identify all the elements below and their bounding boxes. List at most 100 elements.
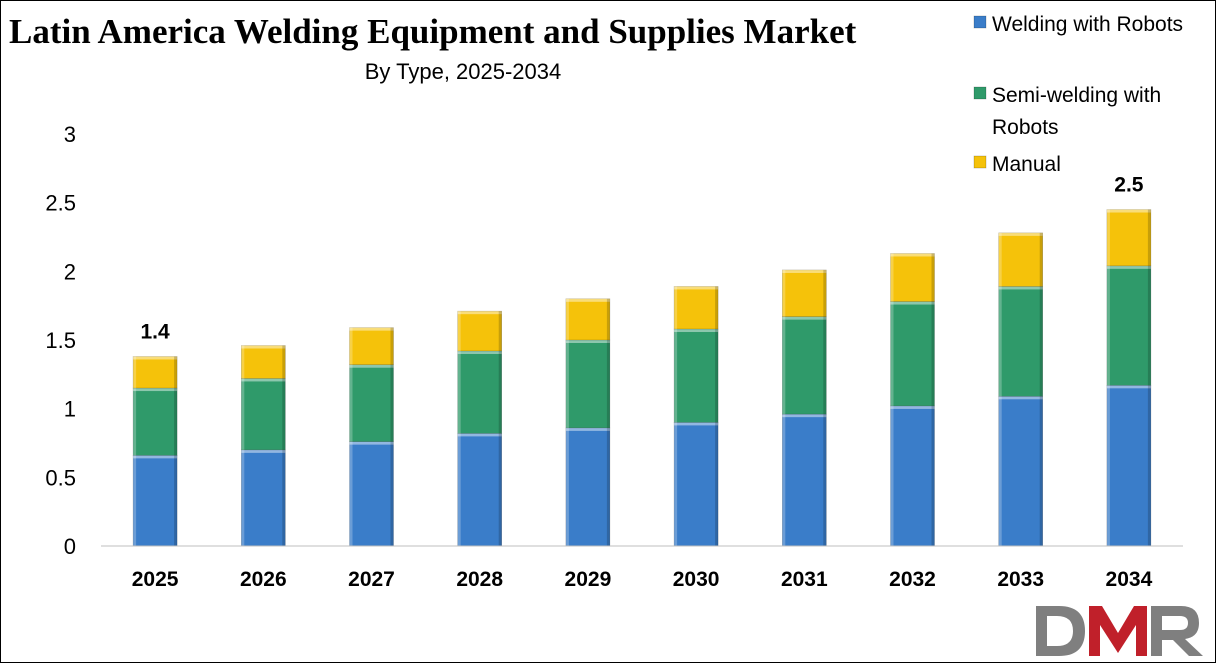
bar-segment-body: [457, 433, 503, 547]
bar-segment-bevel-right: [931, 253, 935, 302]
x-tick-label: 2033: [997, 568, 1044, 591]
bar-segment-bevel-right: [931, 405, 935, 546]
bar-segment-bevel-top: [349, 364, 394, 368]
bar-segment-body: [673, 328, 719, 423]
bar-segment-bevel-left: [890, 253, 894, 302]
bar-segment-bevel-right: [498, 433, 502, 546]
bar-segment-bevel-top: [457, 350, 502, 354]
legend-label: Semi-welding with: [992, 84, 1161, 107]
bar-segment-bevel-right: [606, 340, 610, 428]
bar-segment: [781, 269, 827, 317]
legend-item: Semi-welding with Robots: [973, 84, 1161, 139]
bar-segment-bevel-right: [1147, 265, 1151, 386]
bar-segment-body: [890, 253, 935, 302]
bar-segment-bevel-top: [674, 286, 719, 290]
bar-segment-body: [349, 364, 394, 442]
bar-segment: [998, 396, 1044, 547]
bar-segment-bevel-right: [1039, 232, 1043, 287]
bar-segment: [132, 356, 178, 389]
bar-segment: [1106, 209, 1152, 267]
x-tick-label: 2027: [348, 568, 395, 591]
bar-segment-bevel-top: [1106, 385, 1151, 389]
bar-segment-bevel-top: [890, 301, 935, 305]
bar-segment-bevel-left: [674, 422, 678, 546]
bar-segment: [1106, 265, 1152, 386]
bar-segment-bevel-left: [998, 232, 1002, 287]
bar-segment-bevel-right: [174, 455, 178, 546]
bar-segment: [781, 316, 827, 415]
bar-segment-bevel-left: [133, 356, 137, 389]
bar-segment: [132, 387, 178, 456]
bar-segment-body: [565, 298, 611, 341]
bar-segment-bevel-right: [1039, 396, 1043, 546]
bar-segment: [998, 286, 1044, 397]
bar-segment-body: [1106, 209, 1152, 267]
bar-segment: [565, 427, 611, 547]
bar-segment-bevel-top: [241, 345, 286, 349]
bar-segment-bevel-left: [133, 455, 137, 546]
bar-segment: [565, 339, 611, 429]
bar-segment-body: [349, 441, 394, 547]
y-tick-label: 3: [64, 122, 76, 147]
bar-segment: [349, 441, 394, 547]
bar-segment-body: [241, 345, 286, 379]
bar-segment-bevel-left: [133, 388, 137, 456]
bar-segment: [890, 253, 935, 302]
y-tick-label: 1: [64, 397, 76, 422]
y-tick-label: 0.5: [45, 465, 76, 490]
bar-segment-bevel-left: [349, 364, 353, 442]
bar-segment: [457, 350, 503, 434]
bar-segment-bevel-top: [674, 422, 719, 426]
bar-segment-bevel-top: [565, 340, 610, 343]
bar-segment-bevel-right: [606, 298, 610, 340]
bar-segment-bevel-right: [1039, 286, 1043, 397]
bar-segment-bevel-left: [1106, 209, 1110, 266]
bar-segment-bevel-right: [282, 345, 286, 379]
bar-segment-bevel-left: [1106, 265, 1110, 386]
bar-segment-body: [890, 405, 935, 547]
bar-segment-bevel-left: [782, 269, 786, 317]
bar-segment-bevel-top: [890, 253, 935, 257]
y-axis: 0 0.5 1 1.5 2 2.5 3: [45, 122, 76, 559]
bar-segment-bevel-left: [241, 345, 245, 379]
bar-segment: [673, 286, 719, 330]
bar-segment-body: [241, 378, 286, 451]
bar-segment: [565, 298, 611, 341]
bar-segment-bevel-left: [890, 405, 894, 546]
y-tick-label: 1.5: [45, 328, 76, 353]
x-tick-label: 2030: [673, 568, 720, 591]
bar-segment-bevel-left: [674, 286, 678, 330]
bar-segment-bevel-top: [1106, 209, 1151, 213]
y-tick-label: 2.5: [45, 191, 76, 216]
bar-segment-bevel-top: [241, 449, 286, 453]
bar-segment-bevel-left: [565, 298, 569, 340]
bar-segment-bevel-right: [823, 316, 827, 415]
x-tick-label: 2028: [456, 568, 503, 591]
bar-segment-bevel-top: [133, 388, 178, 392]
bar-segment-bevel-top: [241, 378, 286, 382]
bar-segment-bevel-top: [674, 329, 719, 333]
bar-segment-body: [781, 316, 827, 415]
data-labels: 1.4 2.5: [140, 174, 1143, 344]
chart-subtitle: By Type, 2025-2034: [365, 59, 562, 84]
bar-segment-body: [132, 387, 178, 456]
bar-segment-body: [673, 422, 719, 547]
bar-segment: [673, 328, 719, 423]
bar-segment-bevel-left: [457, 433, 461, 546]
bar-segment-bevel-right: [498, 350, 502, 434]
bar-segment-bevel-left: [782, 414, 786, 546]
logo-letter-r: [1151, 606, 1203, 656]
bar-segment-bevel-top: [349, 441, 394, 445]
bar-segment-bevel-left: [998, 396, 1002, 546]
legend-item: Manual: [973, 153, 1061, 176]
bar-segment-bevel-right: [390, 441, 394, 546]
bar-segment-body: [457, 350, 503, 434]
y-tick-label: 2: [64, 259, 76, 284]
bar-segment-bevel-left: [241, 449, 245, 546]
bar-segment-bevel-top: [998, 286, 1043, 290]
bar-segment-body: [565, 427, 611, 547]
bar-segment: [132, 455, 178, 547]
bar-segment-bevel-right: [390, 327, 394, 365]
